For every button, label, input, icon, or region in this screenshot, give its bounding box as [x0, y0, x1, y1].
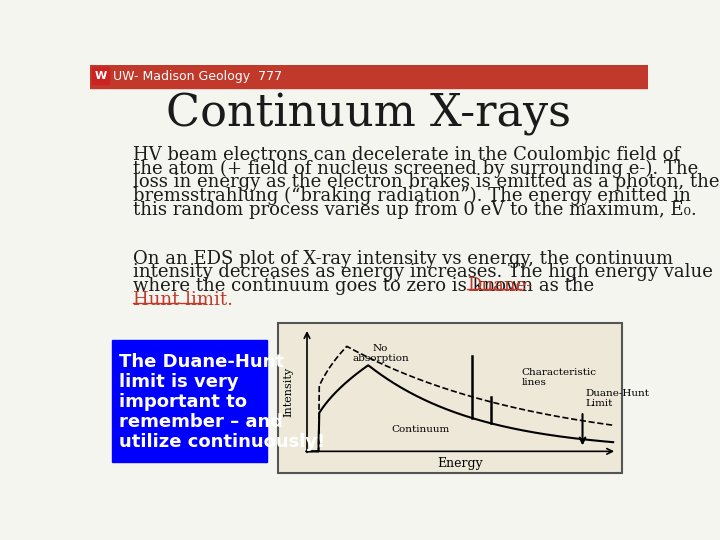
Text: The Duane-Hunt: The Duane-Hunt [120, 353, 284, 371]
Text: utilize continuously!: utilize continuously! [120, 433, 325, 451]
Text: Duane-Hunt
Limit: Duane-Hunt Limit [585, 389, 649, 408]
Text: W: W [95, 71, 107, 80]
Text: this random process varies up from 0 eV to the maximum, E₀.: this random process varies up from 0 eV … [132, 201, 696, 219]
Text: where the continuum goes to zero is known as the: where the continuum goes to zero is know… [132, 278, 600, 295]
Text: the atom (+ field of nucleus screened by surrounding e-). The: the atom (+ field of nucleus screened by… [132, 159, 698, 178]
Bar [90, 65, 648, 88]
Text: HV beam electrons can decelerate in the Coulombic field of: HV beam electrons can decelerate in the … [132, 146, 680, 164]
Bar [92, 67, 109, 84]
Text: limit is very: limit is very [120, 373, 239, 391]
Text: Hunt limit.: Hunt limit. [132, 291, 233, 309]
Bar [112, 340, 266, 462]
Text: important to: important to [120, 393, 248, 411]
Text: No
absorption: No absorption [352, 344, 409, 363]
Text: Intensity: Intensity [284, 367, 294, 417]
Bar [277, 323, 622, 473]
Text: intensity decreases as energy increases. The high energy value: intensity decreases as energy increases.… [132, 264, 713, 281]
Text: UW- Madison Geology  777: UW- Madison Geology 777 [113, 70, 282, 83]
Text: Duane-: Duane- [467, 278, 533, 295]
Text: On an EDS plot of X-ray intensity vs energy, the continuum: On an EDS plot of X-ray intensity vs ene… [132, 249, 672, 268]
Text: remember – and: remember – and [120, 413, 284, 431]
Text: Continuum: Continuum [391, 426, 449, 434]
Text: bremsstrahlung (“braking radiation”). The energy emitted in: bremsstrahlung (“braking radiation”). Th… [132, 187, 690, 206]
Text: Continuum X-rays: Continuum X-rays [166, 93, 572, 137]
Text: Characteristic
lines: Characteristic lines [521, 368, 596, 387]
Text: loss in energy as the electron brakes is emitted as a photon, the: loss in energy as the electron brakes is… [132, 173, 719, 191]
Text: Energy: Energy [437, 457, 483, 470]
Bar [277, 323, 622, 473]
